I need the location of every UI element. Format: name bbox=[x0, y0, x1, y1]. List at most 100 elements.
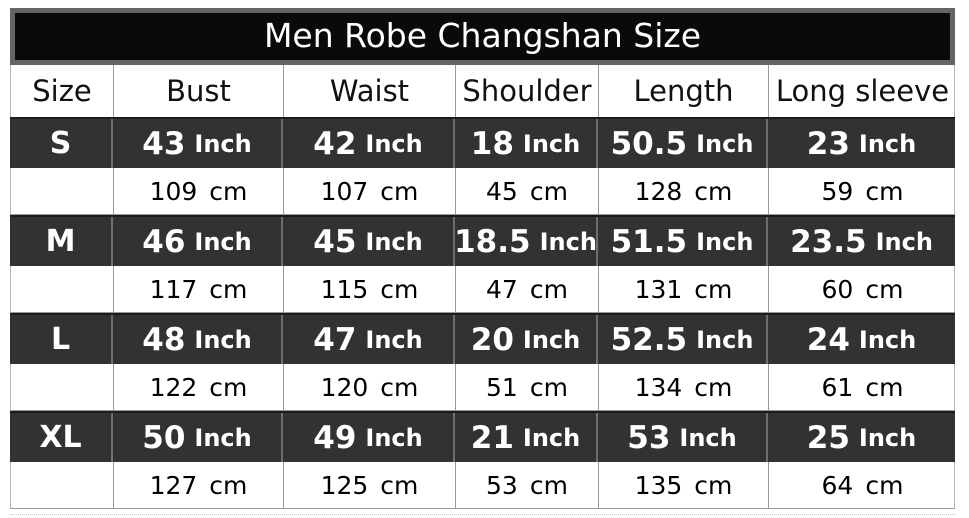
size-cell: M bbox=[10, 217, 113, 266]
column-header-length: Length bbox=[599, 65, 769, 117]
size-cell: S bbox=[10, 119, 113, 168]
cm-unit: cm bbox=[529, 176, 568, 206]
inch-cell: 50 Inch bbox=[113, 413, 283, 462]
table-row-s-cm: 109 cm 107 cm 45 cm 128 cm 59 cm bbox=[10, 168, 955, 215]
inch-unit: Inch bbox=[365, 325, 423, 354]
inch-unit: Inch bbox=[858, 129, 917, 158]
cm-unit: cm bbox=[209, 470, 248, 500]
cm-unit: cm bbox=[209, 372, 248, 402]
inch-cell: 23 Inch bbox=[768, 119, 955, 168]
inch-unit: Inch bbox=[522, 423, 581, 452]
inch-unit: Inch bbox=[365, 423, 423, 452]
cm-value: 61 bbox=[821, 372, 854, 402]
cm-unit: cm bbox=[694, 372, 733, 402]
inch-value: 47 bbox=[313, 321, 357, 358]
inch-unit: Inch bbox=[679, 423, 737, 452]
cm-unit: cm bbox=[380, 470, 419, 500]
inch-value: 45 bbox=[313, 223, 357, 260]
inch-cell: 18.5 Inch bbox=[455, 217, 598, 266]
inch-value: 25 bbox=[806, 419, 850, 456]
inch-unit: Inch bbox=[194, 227, 252, 256]
inch-value: 46 bbox=[142, 223, 186, 260]
cm-unit: cm bbox=[529, 470, 568, 500]
empty-cell bbox=[11, 364, 114, 410]
cm-unit: cm bbox=[380, 372, 419, 402]
size-value: M bbox=[45, 224, 76, 259]
inch-cell: 49 Inch bbox=[283, 413, 455, 462]
inch-cell: 24 Inch bbox=[768, 315, 955, 364]
inch-unit: Inch bbox=[365, 227, 423, 256]
cm-unit: cm bbox=[529, 372, 568, 402]
inch-unit: Inch bbox=[539, 227, 597, 256]
inch-unit: Inch bbox=[696, 325, 754, 354]
column-header-bust: Bust bbox=[114, 65, 284, 117]
chart-title-bar: Men Robe Changshan Size bbox=[10, 8, 955, 65]
cm-value: 60 bbox=[821, 274, 854, 304]
cm-value: 109 bbox=[149, 176, 198, 206]
column-header-long-sleeve: Long sleeve bbox=[775, 74, 950, 108]
table-row-m-cm: 117 cm 115 cm 47 cm 131 cm 60 cm bbox=[10, 266, 955, 313]
empty-cell bbox=[11, 462, 114, 508]
inch-value: 50.5 bbox=[610, 125, 688, 162]
cm-cell: 53 cm bbox=[456, 462, 599, 508]
cm-unit: cm bbox=[694, 176, 733, 206]
inch-value: 20 bbox=[470, 321, 514, 358]
inch-cell: 50.5 Inch bbox=[598, 119, 768, 168]
inch-unit: Inch bbox=[365, 129, 423, 158]
cm-cell: 45 cm bbox=[456, 168, 599, 214]
cm-cell: 51 cm bbox=[456, 364, 599, 410]
cm-value: 128 bbox=[634, 176, 683, 206]
cm-cell: 127 cm bbox=[114, 462, 284, 508]
cm-value: 115 bbox=[320, 274, 369, 304]
inch-value: 21 bbox=[470, 419, 514, 456]
table-row-l-cm: 122 cm 120 cm 51 cm 134 cm 61 cm bbox=[10, 364, 955, 411]
size-value: XL bbox=[39, 420, 82, 455]
inch-cell: 48 Inch bbox=[113, 315, 283, 364]
inch-cell: 43 Inch bbox=[113, 119, 283, 168]
size-value: L bbox=[50, 322, 71, 357]
table-row-m-inch: M 46 Inch 45 Inch 18.5 Inch 51.5 Inch 23.5 In… bbox=[10, 215, 955, 266]
cm-cell: 125 cm bbox=[284, 462, 456, 508]
cm-cell: 61 cm bbox=[769, 364, 956, 410]
cm-value: 135 bbox=[634, 470, 683, 500]
cm-value: 53 bbox=[486, 470, 518, 500]
cm-value: 107 bbox=[320, 176, 369, 206]
cm-unit: cm bbox=[209, 274, 248, 304]
cm-value: 59 bbox=[821, 176, 854, 206]
cm-cell: 117 cm bbox=[114, 266, 284, 312]
inch-unit: Inch bbox=[194, 423, 252, 452]
column-header-waist: Waist bbox=[284, 65, 456, 117]
inch-cell: 45 Inch bbox=[283, 217, 455, 266]
inch-unit: Inch bbox=[858, 325, 917, 354]
inch-value: 51.5 bbox=[610, 223, 688, 260]
inch-value: 53 bbox=[627, 419, 671, 456]
inch-value: 24 bbox=[806, 321, 850, 358]
inch-value: 18.5 bbox=[455, 223, 531, 260]
table-row-xl-cm: 127 cm 125 cm 53 cm 135 cm 64 cm bbox=[10, 462, 955, 509]
inch-value: 50 bbox=[142, 419, 186, 456]
cm-cell: 107 cm bbox=[284, 168, 456, 214]
inch-cell: 51.5 Inch bbox=[598, 217, 768, 266]
inch-value: 23 bbox=[806, 125, 850, 162]
size-value: S bbox=[49, 126, 72, 161]
cm-cell: 131 cm bbox=[599, 266, 769, 312]
cm-value: 45 bbox=[486, 176, 518, 206]
inch-unit: Inch bbox=[696, 129, 754, 158]
inch-cell: 42 Inch bbox=[283, 119, 455, 168]
cm-unit: cm bbox=[380, 176, 419, 206]
cm-unit: cm bbox=[694, 274, 733, 304]
cm-value: 47 bbox=[486, 274, 518, 304]
inch-value: 42 bbox=[313, 125, 357, 162]
cm-value: 131 bbox=[634, 274, 683, 304]
cm-value: 122 bbox=[149, 372, 198, 402]
inch-unit: Inch bbox=[858, 423, 917, 452]
inch-value: 48 bbox=[142, 321, 186, 358]
empty-cell bbox=[11, 168, 114, 214]
cm-value: 117 bbox=[149, 274, 198, 304]
chart-title: Men Robe Changshan Size bbox=[263, 16, 702, 55]
cm-unit: cm bbox=[209, 176, 248, 206]
inch-cell: 21 Inch bbox=[455, 413, 598, 462]
cm-value: 125 bbox=[320, 470, 369, 500]
inch-value: 23.5 bbox=[790, 223, 867, 260]
